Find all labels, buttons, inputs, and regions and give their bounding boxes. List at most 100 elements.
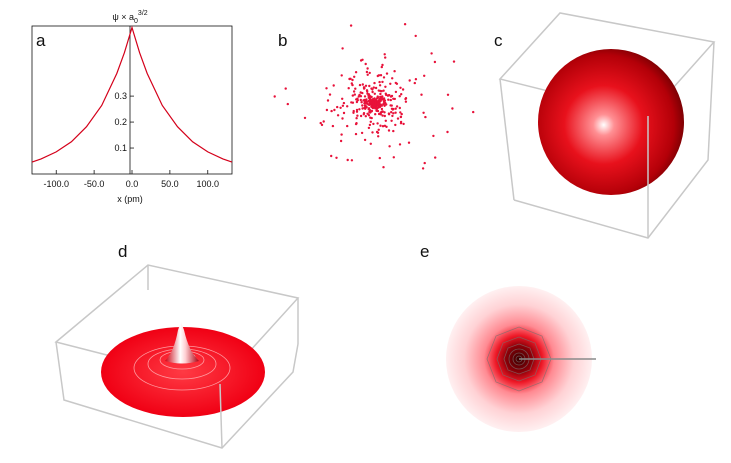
cloud-point <box>359 91 362 94</box>
cloud-point <box>379 124 382 127</box>
cloud-point <box>395 82 399 86</box>
cloud-point <box>423 161 426 165</box>
cloud-point <box>356 97 359 100</box>
cloud-point <box>394 123 397 127</box>
cloud-point <box>400 112 403 116</box>
cloud-point <box>382 166 385 169</box>
cloud-point <box>378 99 381 102</box>
cloud-point <box>359 98 362 102</box>
cloud-point <box>354 87 357 90</box>
cloud-point <box>370 110 373 113</box>
cloud-point <box>380 110 384 114</box>
cloud-point <box>381 63 384 67</box>
cloud-point <box>354 71 358 74</box>
cloud-point <box>378 156 381 160</box>
cloud-point <box>348 77 351 81</box>
cloud-point <box>332 84 335 87</box>
cloud-point <box>325 87 328 90</box>
cloud-point <box>361 58 364 61</box>
x-tick-label: 0.0 <box>126 179 139 189</box>
surface-box-front-edges <box>55 341 299 449</box>
y-tick-label: 0.2 <box>114 117 127 127</box>
cloud-point <box>432 134 435 138</box>
cloud-point <box>392 97 395 101</box>
cloud-point <box>422 111 425 115</box>
cloud-point <box>363 100 367 104</box>
cloud-point <box>398 106 401 110</box>
cloud-point <box>374 86 378 90</box>
cloud-point <box>369 101 372 104</box>
cloud-point <box>398 143 402 146</box>
cloud-point <box>389 104 392 107</box>
panel-label-a: a <box>36 31 46 50</box>
cloud-point <box>373 104 377 107</box>
cloud-point <box>367 100 370 103</box>
cloud-point <box>376 96 380 99</box>
cloud-point <box>370 99 373 102</box>
cloud-point <box>333 108 336 112</box>
chart-a: ψ × a03/2 -100.0 -50.0 0.0 50.0 100.0 0.1 0.2… <box>31 10 233 204</box>
panel-label-e: e <box>420 242 430 261</box>
cloud-point <box>331 124 335 128</box>
cloud-point <box>362 87 366 90</box>
cloud-point <box>399 111 402 114</box>
cloud-point <box>382 103 385 106</box>
cloud-point <box>383 111 386 114</box>
cloud-point <box>354 132 358 136</box>
cloud-point <box>322 120 325 123</box>
cloud-point <box>414 34 417 38</box>
cloud-point <box>358 108 361 111</box>
sphere-box <box>498 12 716 239</box>
cloud-point <box>284 87 287 90</box>
panel-label-c: c <box>494 31 503 50</box>
cloud-point <box>379 113 382 116</box>
cloud-point <box>389 82 392 86</box>
cloud-point <box>404 100 408 103</box>
cloud-point <box>392 112 395 115</box>
cloud-point <box>398 95 401 98</box>
cloud-point <box>340 133 343 136</box>
cloud-point <box>384 119 387 123</box>
cloud-point <box>365 70 369 74</box>
cloud-point <box>378 105 382 109</box>
cloud-point <box>394 107 397 110</box>
contour-view <box>446 286 596 432</box>
cloud-point <box>377 74 381 77</box>
cloud-point <box>336 114 340 117</box>
cloud-point <box>373 98 376 102</box>
cloud-point <box>347 87 350 90</box>
cloud-point <box>391 77 394 80</box>
cloud-point <box>382 76 386 79</box>
cloud-point <box>351 101 355 104</box>
cloud-point <box>402 122 405 126</box>
cloud-point <box>385 72 389 75</box>
cloud-point <box>378 80 381 84</box>
cloud-point <box>380 90 383 93</box>
cloud-point <box>395 105 399 108</box>
cloud-point <box>341 104 345 108</box>
cloud-point <box>420 93 423 96</box>
cloud-point <box>303 116 307 120</box>
cloud-point <box>387 112 391 115</box>
cloud-point <box>367 107 371 110</box>
cloud-point <box>359 114 363 118</box>
cloud-point <box>390 94 394 98</box>
cloud-point <box>339 106 342 110</box>
cloud-point <box>379 95 382 99</box>
series-line <box>31 25 233 163</box>
cloud-point <box>369 116 372 119</box>
cloud-point <box>372 106 376 109</box>
cloud-point <box>363 138 367 142</box>
cloud-point <box>377 135 380 138</box>
cloud-point <box>413 81 416 85</box>
cloud-point <box>354 122 358 126</box>
cloud-point <box>366 67 369 70</box>
cloud-point <box>372 101 375 105</box>
cloud-point <box>355 108 359 112</box>
sphere <box>538 49 684 195</box>
cloud-point <box>368 96 372 99</box>
cloud-point <box>346 105 349 108</box>
cloud-point <box>351 78 354 82</box>
cloud-point <box>371 90 374 94</box>
cloud-point <box>381 125 385 128</box>
